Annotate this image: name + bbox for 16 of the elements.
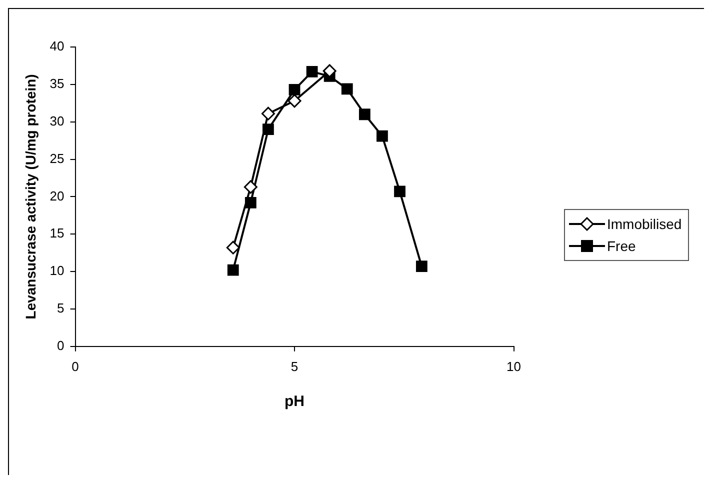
x-axis-title: pH bbox=[284, 393, 305, 410]
y-tick-label: 40 bbox=[50, 38, 64, 54]
x-tick-label: 10 bbox=[506, 358, 522, 374]
y-tick-label: 20 bbox=[50, 188, 64, 204]
y-axis-title: Levansucrase activity (U/mg protein) bbox=[22, 74, 38, 320]
y-tick-label: 15 bbox=[50, 226, 64, 241]
y-tick-label: 30 bbox=[50, 113, 64, 128]
y-tick-label: 5 bbox=[57, 300, 64, 316]
x-tick-label: 5 bbox=[290, 358, 298, 374]
y-tick-label: 35 bbox=[50, 76, 64, 92]
x-tick-label: 0 bbox=[72, 358, 79, 374]
legend-label: Immobilised bbox=[607, 216, 682, 232]
y-tick-label: 0 bbox=[57, 338, 64, 353]
y-tick-label: 10 bbox=[50, 263, 64, 278]
y-tick-label: 25 bbox=[50, 150, 64, 166]
legend-label: Free bbox=[607, 238, 636, 254]
